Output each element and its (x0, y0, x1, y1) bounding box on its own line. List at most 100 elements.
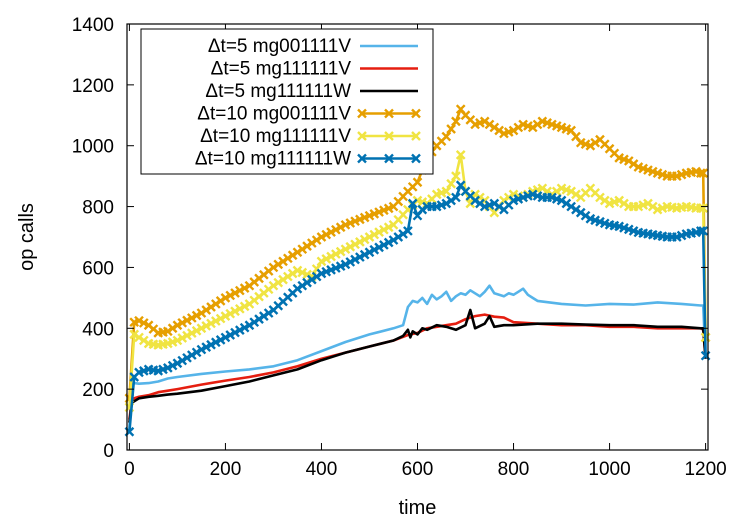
data-point-marker (335, 246, 346, 257)
data-point-marker (230, 288, 240, 298)
data-point-marker (503, 192, 514, 203)
data-point-marker (628, 159, 639, 169)
data-point-marker (292, 247, 303, 258)
data-point-marker (278, 274, 288, 285)
data-point-marker (331, 224, 341, 235)
data-point-marker (643, 198, 653, 209)
data-point-marker (273, 259, 284, 270)
data-point-marker (441, 186, 452, 197)
data-point-marker (695, 226, 706, 236)
y-tick-label: 1400 (72, 15, 114, 36)
data-point-marker (321, 254, 332, 264)
data-point-marker (446, 178, 456, 189)
data-point-marker (210, 337, 221, 348)
x-tick-label: 0 (124, 459, 135, 480)
y-axis-label: op calls (16, 203, 38, 271)
data-point-marker (177, 333, 188, 343)
data-point-marker (278, 256, 288, 267)
data-point-marker (177, 317, 188, 328)
data-point-marker (283, 271, 293, 282)
data-point-marker (489, 198, 500, 209)
data-point-marker (614, 195, 625, 206)
data-point-marker (698, 168, 709, 178)
data-point-marker (479, 116, 490, 127)
x-axis-label: time (399, 497, 437, 519)
legend-marker (357, 108, 367, 119)
data-point-marker (441, 198, 452, 209)
data-point-marker (316, 256, 327, 267)
data-point-marker (379, 224, 389, 235)
data-point-marker (532, 119, 543, 130)
data-point-marker (556, 195, 567, 206)
data-point-marker (388, 235, 399, 245)
data-point-marker (162, 326, 173, 337)
data-point-marker (355, 252, 365, 262)
data-point-marker (571, 189, 581, 200)
data-point-marker (623, 156, 634, 166)
legend-box (140, 28, 434, 175)
data-point-marker (206, 302, 216, 312)
data-point-marker (186, 350, 197, 360)
data-point-marker (230, 327, 240, 338)
data-point-marker (182, 315, 192, 326)
data-point-marker (230, 306, 240, 317)
data-point-marker (196, 344, 207, 355)
legend-marker (411, 153, 421, 164)
legend-label: Δt=10 mg001111V (197, 104, 351, 125)
series-line (128, 313, 707, 420)
data-point-marker (249, 317, 260, 328)
data-point-marker (364, 247, 375, 258)
data-point-marker (167, 323, 178, 334)
data-point-marker (263, 308, 274, 318)
data-point-marker (287, 250, 298, 261)
data-point-marker (340, 259, 351, 270)
data-point-marker (206, 339, 216, 350)
series-line (128, 308, 707, 423)
data-point-marker (196, 308, 207, 318)
data-point-marker (350, 239, 360, 250)
data-point-marker (201, 321, 212, 331)
data-point-marker (451, 116, 461, 127)
data-point-marker (369, 244, 380, 255)
data-point-marker (186, 313, 197, 323)
data-point-marker (580, 210, 591, 221)
data-point-marker (446, 195, 456, 206)
data-point-marker (590, 137, 601, 148)
data-point-marker (234, 285, 245, 296)
data-point-marker (177, 355, 188, 366)
legend-marker (357, 153, 367, 164)
series-layer (124, 104, 711, 437)
data-point-marker (619, 198, 629, 209)
data-point-marker (698, 203, 709, 213)
y-tick-label: 400 (82, 319, 114, 340)
data-point-marker (215, 296, 226, 306)
data-point-marker (302, 241, 312, 251)
data-point-marker (695, 203, 706, 213)
data-point-marker (326, 251, 336, 262)
data-point-marker (191, 325, 202, 336)
data-point-marker (412, 177, 423, 188)
data-point-marker (398, 229, 408, 239)
data-point-marker (585, 140, 596, 151)
legend-marker (384, 131, 394, 141)
data-point-marker (244, 320, 255, 331)
data-point-marker (647, 201, 658, 212)
legend-label: Δt=5 mg111111V (211, 59, 352, 80)
data-point-marker (210, 299, 221, 309)
x-tick-label: 800 (498, 459, 530, 480)
data-point-marker (292, 283, 303, 294)
data-point-marker (220, 332, 231, 343)
data-point-marker (470, 195, 480, 206)
data-point-marker (268, 280, 279, 291)
data-point-marker (575, 207, 586, 218)
y-tick-label: 600 (82, 258, 114, 279)
data-point-marker (364, 232, 375, 242)
data-point-marker (698, 226, 709, 236)
data-point-marker (494, 125, 504, 136)
data-point-marker (196, 323, 207, 334)
data-point-marker (326, 227, 336, 237)
data-point-marker (138, 335, 149, 346)
data-point-marker (316, 232, 327, 242)
data-point-marker (273, 277, 284, 288)
